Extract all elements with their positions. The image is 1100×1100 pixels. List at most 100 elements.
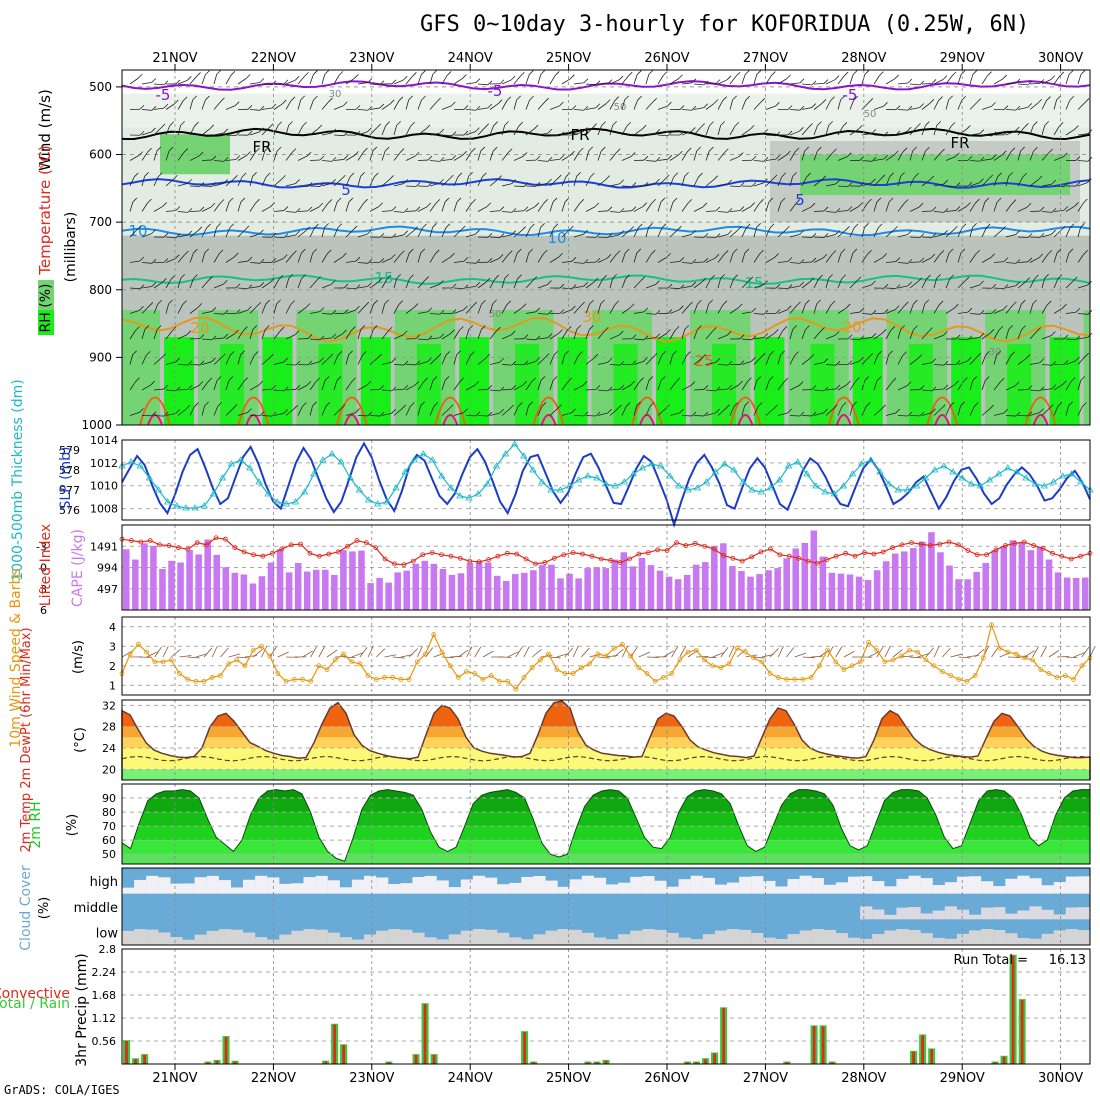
wind-barb: [285, 79, 296, 85]
cloud-high-block: [146, 875, 159, 894]
wind-barb: [969, 336, 980, 340]
wind-barb: [561, 381, 569, 391]
date-label-bottom: 27NOV: [743, 1071, 788, 1086]
wind-barb: [885, 261, 896, 263]
wind-barb: [573, 176, 577, 187]
wind-barb-flag: [1056, 95, 1061, 101]
wind-barb: [273, 389, 284, 392]
wind-barb: [681, 262, 692, 264]
cape-bar: [448, 574, 456, 610]
wind-barb: [1077, 254, 1085, 263]
wind-barb-flag: [271, 411, 277, 417]
wind-barb: [429, 203, 437, 212]
wind-barb-flag: [276, 299, 281, 305]
wind-barb-flag: [342, 252, 347, 258]
wind-barb-flag: [413, 226, 419, 231]
wind-barb-flag: [667, 309, 673, 314]
wind-barb: [261, 176, 267, 187]
wind-barb-flag: [1051, 360, 1057, 366]
wind-barb-flag: [217, 401, 223, 407]
cloud-middle-block: [944, 906, 957, 920]
wind-barb: [813, 125, 818, 136]
wind-barb: [249, 202, 256, 212]
wind-barb-flag: [471, 198, 476, 204]
cloud-high-block: [243, 879, 256, 894]
cloud-low-block: [424, 937, 437, 945]
cloud-high-block: [823, 884, 836, 894]
cloud-high-block: [206, 875, 219, 894]
cape-bar: [982, 562, 989, 610]
wind-barb: [909, 261, 921, 263]
wind-barb: [261, 206, 271, 212]
wind-barb-10m: [310, 646, 318, 658]
wind-barb: [969, 313, 980, 315]
thickness-point: [529, 466, 537, 473]
wind-barb: [801, 176, 807, 187]
wind-barb-flag: [830, 300, 836, 306]
wind-barb: [477, 107, 488, 110]
wind-barb-flag: [907, 78, 913, 84]
wind-barb-flag: [919, 233, 925, 238]
wind-barb-flag: [811, 257, 817, 263]
wind-barb: [1053, 229, 1062, 238]
wind-barb: [993, 381, 1001, 391]
cloud-high-block: [170, 883, 183, 894]
wind-barb: [717, 334, 728, 340]
wind-barb: [909, 107, 920, 110]
wind-barb-flag: [199, 206, 205, 212]
wind-barb: [777, 154, 787, 161]
wind-barb: [333, 256, 343, 263]
wind-barb: [645, 253, 652, 263]
wind-barb: [909, 303, 914, 314]
wind-barb: [705, 389, 716, 392]
wind-barb: [357, 109, 369, 111]
wind-barb: [837, 185, 849, 188]
wind-barb: [489, 150, 494, 161]
wind-barb-flag: [834, 330, 840, 336]
wind-barb-flag: [950, 122, 956, 127]
wind-barb: [297, 385, 308, 391]
wind-barb-flag: [763, 333, 769, 338]
wind-barb: [165, 236, 177, 239]
wind-barb-10m: [154, 646, 162, 658]
cloud-low-block: [158, 932, 171, 945]
wind-barb: [1053, 156, 1064, 161]
wind-barb: [129, 354, 133, 365]
cloud-low-block: [848, 937, 861, 945]
wind-barb: [177, 79, 188, 85]
cloud-high-block: [944, 882, 957, 894]
wind-barb: [1029, 362, 1040, 365]
wind-barb-flag: [529, 70, 534, 75]
wind-barb-10m: [179, 655, 192, 658]
wind-barb-flag: [472, 301, 478, 307]
wind-barb-flag: [679, 305, 684, 311]
wind-barb: [885, 78, 895, 85]
wind-speed-point: [825, 647, 830, 653]
wind-barb-flag: [989, 404, 994, 410]
wind-barb: [129, 260, 140, 263]
wind-barb: [753, 406, 759, 416]
wind-barb-flag: [499, 386, 505, 392]
wind-barb-flag: [168, 146, 174, 152]
wind-barb-flag: [540, 70, 546, 75]
thickness-point: [675, 482, 683, 489]
wind-barb: [549, 158, 560, 161]
wind-barb-flag: [883, 309, 889, 314]
rh2m-band: [122, 840, 1090, 855]
wind-barb-flag: [660, 197, 666, 203]
wind-barb: [573, 285, 584, 289]
wind-barb: [261, 127, 270, 136]
wind-barb: [741, 280, 750, 289]
wind-barb: [561, 354, 565, 365]
wind-barb-flag: [687, 199, 693, 204]
wind-barb: [777, 176, 783, 187]
wind-barb: [177, 152, 185, 161]
wind-barb: [1065, 280, 1074, 289]
wind-barb-flag: [853, 223, 859, 229]
wind-barb-flag: [576, 172, 581, 177]
wind-barb-flag: [940, 404, 946, 409]
wind-barb-flag: [553, 350, 559, 356]
wind-barb: [885, 154, 895, 161]
wind-barb-flag: [725, 404, 730, 410]
wind-barb-flag: [379, 103, 385, 109]
